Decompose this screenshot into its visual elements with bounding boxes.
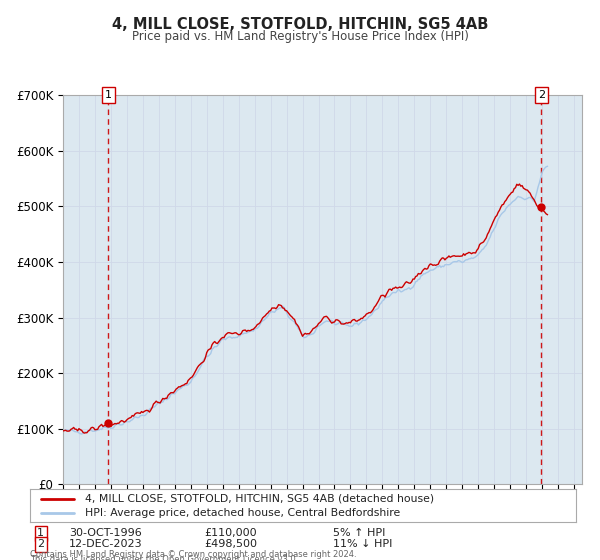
Text: £498,500: £498,500 <box>204 539 257 549</box>
Text: 4, MILL CLOSE, STOTFOLD, HITCHIN, SG5 4AB: 4, MILL CLOSE, STOTFOLD, HITCHIN, SG5 4A… <box>112 17 488 32</box>
Text: 12-DEC-2023: 12-DEC-2023 <box>69 539 143 549</box>
Text: 5% ↑ HPI: 5% ↑ HPI <box>333 528 385 538</box>
Text: 2: 2 <box>37 539 44 549</box>
Text: HPI: Average price, detached house, Central Bedfordshire: HPI: Average price, detached house, Cent… <box>85 508 400 519</box>
Text: Price paid vs. HM Land Registry's House Price Index (HPI): Price paid vs. HM Land Registry's House … <box>131 30 469 43</box>
Text: Contains HM Land Registry data © Crown copyright and database right 2024.: Contains HM Land Registry data © Crown c… <box>30 550 356 559</box>
Text: 11% ↓ HPI: 11% ↓ HPI <box>333 539 392 549</box>
Text: 1: 1 <box>37 528 44 538</box>
Text: 30-OCT-1996: 30-OCT-1996 <box>69 528 142 538</box>
Text: £110,000: £110,000 <box>204 528 257 538</box>
Text: 1: 1 <box>104 90 112 100</box>
Text: This data is licensed under the Open Government Licence v3.0.: This data is licensed under the Open Gov… <box>30 555 298 560</box>
Text: 4, MILL CLOSE, STOTFOLD, HITCHIN, SG5 4AB (detached house): 4, MILL CLOSE, STOTFOLD, HITCHIN, SG5 4A… <box>85 493 434 503</box>
Text: 2: 2 <box>538 90 545 100</box>
